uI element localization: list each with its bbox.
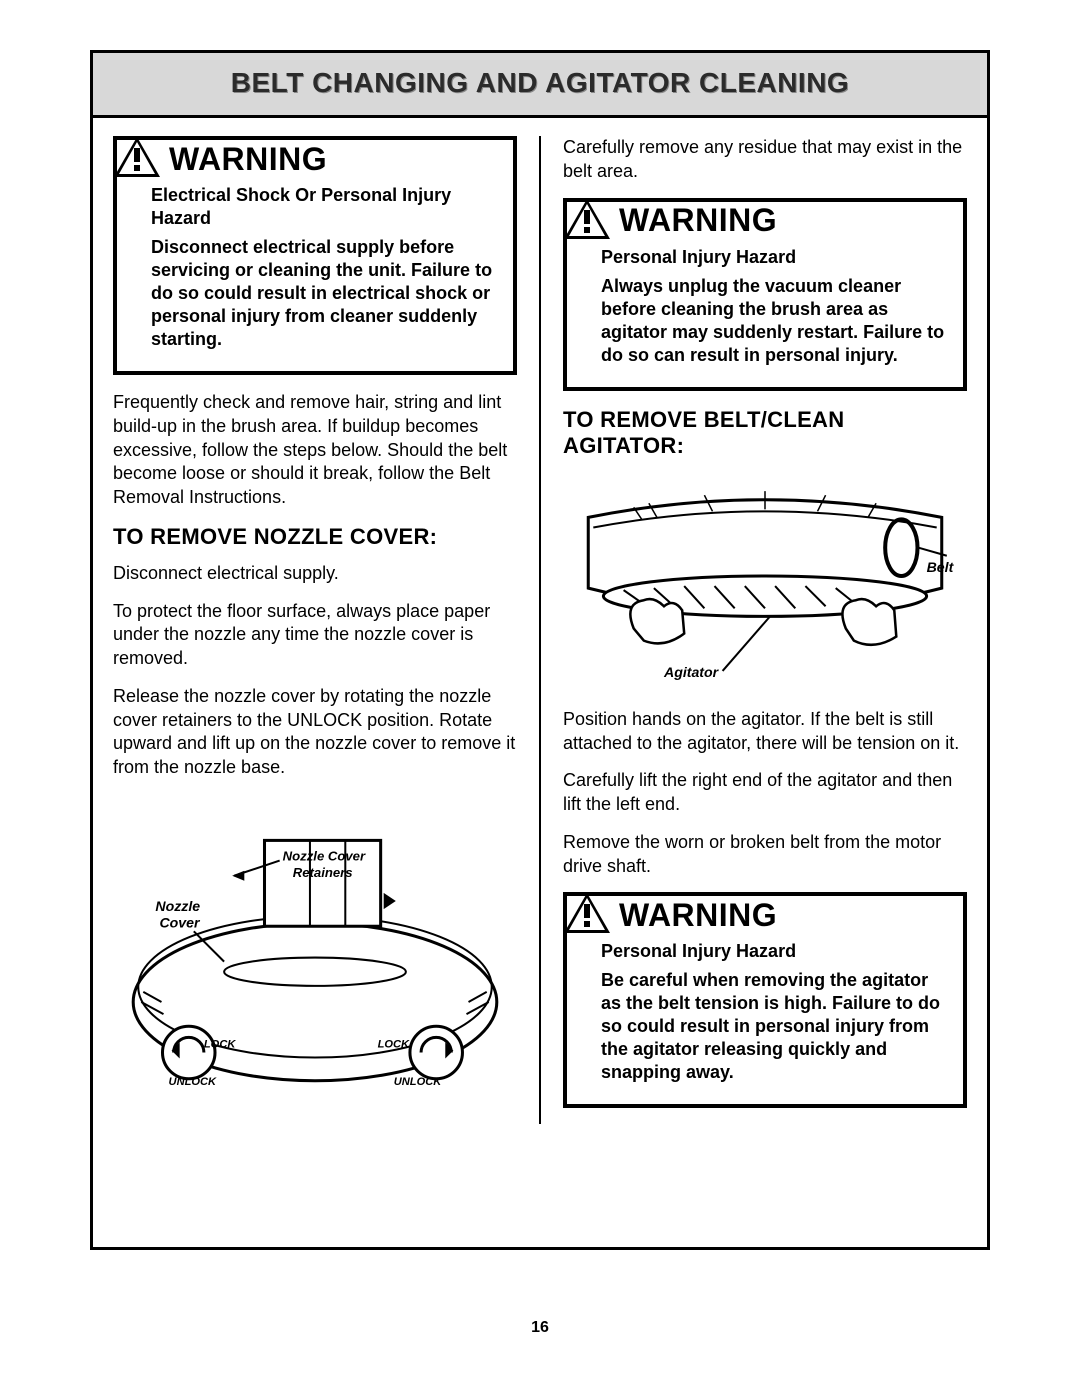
paragraph: Carefully lift the right end of the agit…: [563, 769, 967, 817]
warning-body: Personal Injury Hazard Be careful when r…: [567, 940, 963, 1104]
warning-text: Disconnect electrical supply before serv…: [151, 236, 499, 351]
warning-header: WARNING: [567, 896, 963, 940]
diagram-label-agitator: Agitator: [663, 664, 720, 680]
warning-body: Personal Injury Hazard Always unplug the…: [567, 246, 963, 387]
warning-text: Always unplug the vacuum cleaner before …: [601, 275, 949, 367]
paragraph: Remove the worn or broken belt from the …: [563, 831, 967, 879]
svg-text:UNLOCK: UNLOCK: [169, 1076, 217, 1088]
diagram-label: Nozzle: [155, 898, 200, 914]
agitator-diagram: Belt Agitator: [563, 477, 967, 689]
warning-heading: Personal Injury Hazard: [601, 246, 949, 269]
page-number: 16: [0, 1319, 1080, 1337]
nozzle-cover-diagram: Nozzle Cover Retainers Nozzle Cover LOCK: [113, 800, 517, 1103]
warning-triangle-icon: [563, 198, 611, 240]
paragraph: Carefully remove any residue that may ex…: [563, 136, 967, 184]
warning-body: Electrical Shock Or Personal Injury Haza…: [117, 184, 513, 371]
warning-header: WARNING: [117, 140, 513, 184]
svg-text:LOCK: LOCK: [204, 1038, 236, 1050]
warning-heading: Electrical Shock Or Personal Injury Haza…: [151, 184, 499, 230]
paragraph: To protect the floor surface, always pla…: [113, 600, 517, 671]
warning-heading: Personal Injury Hazard: [601, 940, 949, 963]
right-column: Carefully remove any residue that may ex…: [563, 136, 967, 1124]
content-columns: WARNING Electrical Shock Or Personal Inj…: [93, 118, 987, 1124]
warning-header: WARNING: [567, 202, 963, 246]
warning-text: Be careful when removing the agitator as…: [601, 969, 949, 1084]
section-title-agitator: TO REMOVE BELT/CLEAN AGITATOR:: [563, 407, 967, 459]
section-title-nozzle: TO REMOVE NOZZLE COVER:: [113, 524, 517, 550]
paragraph: Release the nozzle cover by rotating the…: [113, 685, 517, 780]
paragraph: Frequently check and remove hair, string…: [113, 391, 517, 510]
diagram-label: Nozzle Cover: [283, 849, 366, 864]
diagram-label-belt: Belt: [927, 559, 955, 575]
warning-box-tension: WARNING Personal Injury Hazard Be carefu…: [563, 892, 967, 1108]
diagram-label: Cover: [159, 914, 201, 930]
paragraph: Disconnect electrical supply.: [113, 562, 517, 586]
left-column: WARNING Electrical Shock Or Personal Inj…: [113, 136, 517, 1124]
diagram-label: Retainers: [293, 865, 353, 880]
svg-text:LOCK: LOCK: [378, 1038, 410, 1050]
page-frame: BELT CHANGING AND AGITATOR CLEANING WARN…: [90, 50, 990, 1250]
warning-label: WARNING: [169, 141, 327, 178]
column-divider: [539, 136, 541, 1124]
warning-triangle-icon: [113, 136, 161, 178]
paragraph: Position hands on the agitator. If the b…: [563, 708, 967, 756]
warning-box-unplug: WARNING Personal Injury Hazard Always un…: [563, 198, 967, 391]
svg-text:UNLOCK: UNLOCK: [394, 1076, 442, 1088]
warning-triangle-icon: [563, 892, 611, 934]
warning-label: WARNING: [619, 897, 777, 934]
header-bar: BELT CHANGING AND AGITATOR CLEANING: [93, 53, 987, 118]
header-title: BELT CHANGING AND AGITATOR CLEANING: [93, 67, 987, 99]
warning-label: WARNING: [619, 202, 777, 239]
warning-box-electrical: WARNING Electrical Shock Or Personal Inj…: [113, 136, 517, 375]
